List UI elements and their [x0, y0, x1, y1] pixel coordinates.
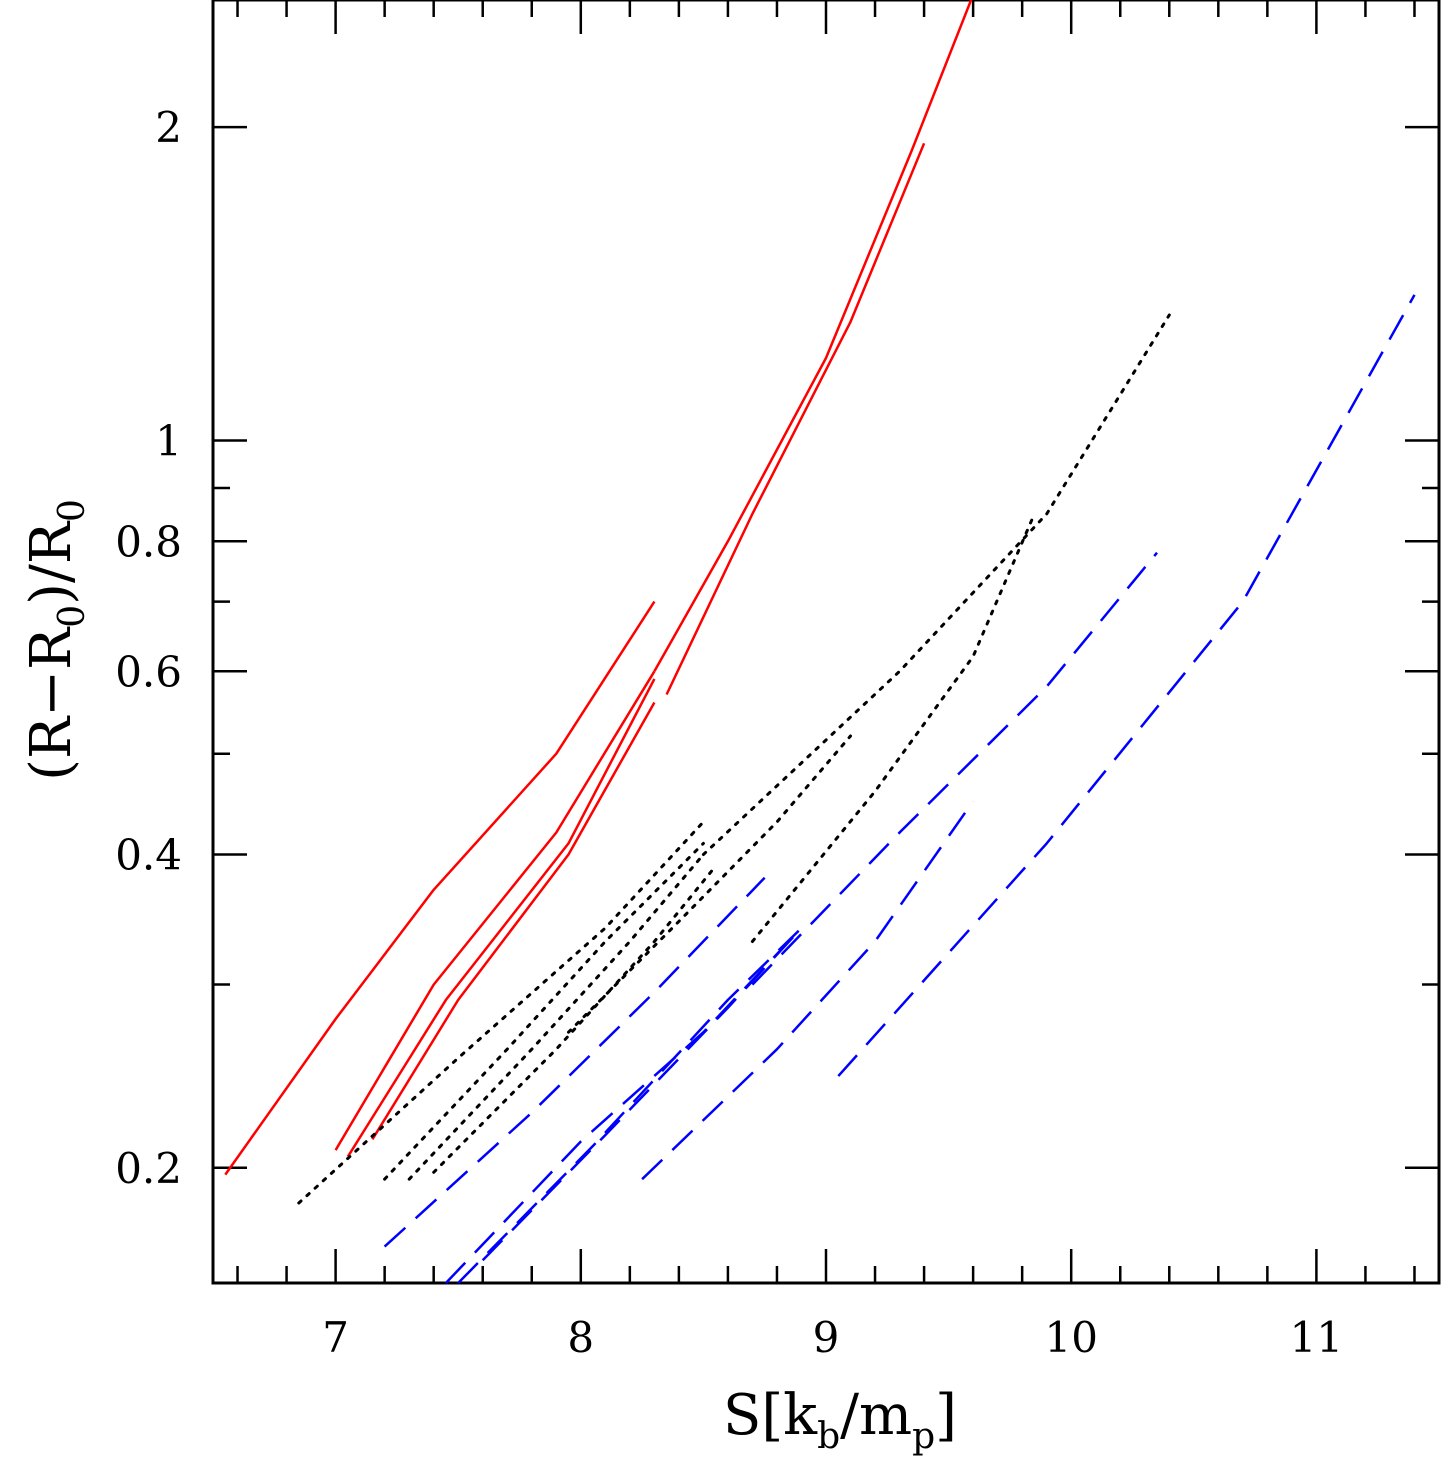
y-tick-labels: 0.2 0.4 0.6 0.8 1 2 — [115, 103, 182, 1193]
x-tick-label: 8 — [567, 1313, 594, 1362]
y-tick-label: 2 — [155, 103, 182, 152]
series-red-2 — [334, 670, 656, 1151]
series-black-5 — [567, 734, 852, 1034]
y-tick-label: 0.6 — [115, 647, 182, 696]
series-red-4 — [371, 701, 656, 1140]
series-blue-4 — [481, 927, 803, 1262]
series-red-3 — [346, 678, 656, 1158]
y-tick-label: 0.8 — [115, 517, 182, 566]
y-tick-label: 0.2 — [115, 1144, 182, 1193]
x-axis-title: S[kb/mp] — [723, 1383, 957, 1457]
series-black-6 — [750, 512, 1036, 943]
series-blue-1 — [383, 876, 766, 1248]
series-black-4 — [432, 864, 718, 1174]
plot-frame — [211, 0, 1441, 1285]
series-red-6 — [665, 142, 926, 696]
x-tick-label: 9 — [813, 1313, 840, 1362]
x-tick-label: 10 — [1044, 1313, 1097, 1362]
series-blue-7 — [837, 294, 1416, 1077]
series-black-3 — [407, 853, 705, 1181]
series-blue-6 — [751, 551, 1158, 986]
x-tick-label: 7 — [322, 1313, 349, 1362]
x-tick-labels: 7 8 9 10 11 — [322, 1313, 1343, 1362]
series-black-1 — [297, 820, 705, 1205]
series-black-7 — [701, 313, 1171, 856]
y-tick-label: 1 — [155, 416, 182, 465]
y-tick-label: 0.4 — [115, 831, 182, 880]
series-group — [224, 0, 1416, 1284]
y-axis-title: (R−R0)/R0 — [19, 499, 93, 781]
series-red-5 — [653, 0, 973, 672]
series-blue-5 — [641, 800, 975, 1181]
series-red-1 — [224, 600, 656, 1176]
series-black-2 — [383, 841, 705, 1181]
axis-ticks — [213, 0, 1439, 1283]
series-blue-3 — [457, 927, 803, 1284]
series-blue-2 — [444, 927, 803, 1284]
x-tick-label: 11 — [1290, 1313, 1343, 1362]
